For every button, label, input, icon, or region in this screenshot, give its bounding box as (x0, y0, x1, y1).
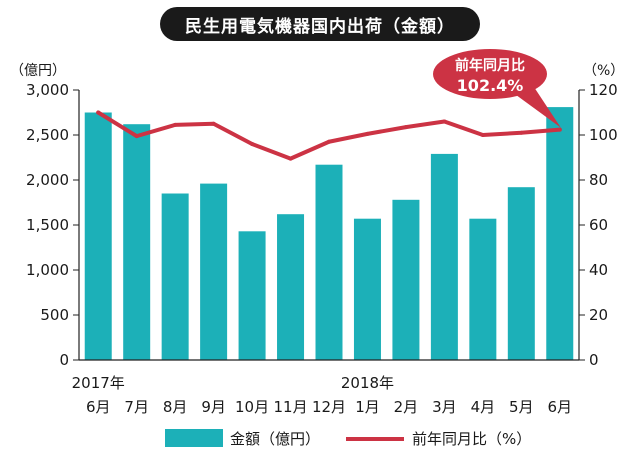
yoy-point-9 (442, 119, 447, 124)
bar-6 (315, 164, 343, 360)
bar-4 (238, 231, 266, 360)
x-tick-label-11: 5月 (509, 398, 534, 416)
bar-3 (200, 183, 228, 360)
right-tick-label-6: 120 (589, 81, 618, 99)
legend: 金額（億円） 前年同月比（%） (0, 426, 640, 450)
left-tick-label-1: 500 (40, 306, 69, 324)
right-tick-label-2: 40 (589, 261, 608, 279)
callout-label: 前年同月比 (455, 57, 525, 74)
left-tick-label-6: 3,000 (26, 81, 69, 99)
right-tick-label-4: 80 (589, 171, 608, 189)
left-axis-unit: （億円） (10, 63, 66, 79)
x-tick-label-9: 3月 (432, 398, 457, 416)
right-axis-unit: （%） (583, 63, 625, 79)
callout-bubble (433, 49, 547, 99)
x-tick-label-1: 7月 (124, 398, 149, 416)
legend-swatch-amount (165, 429, 223, 447)
left-tick-label-3: 1,500 (26, 216, 69, 234)
right-tick-label-5: 100 (589, 126, 618, 144)
x-tick-label-7: 1月 (355, 398, 380, 416)
chart-title: 民生用電気機器国内出荷（金額） (160, 7, 480, 41)
legend-label-amount: 金額（億円） (230, 430, 321, 448)
callout-value: 102.4% (457, 76, 524, 95)
bar-12 (546, 107, 574, 360)
left-tick-label-5: 2,500 (26, 126, 69, 144)
legend-swatch-yoy (346, 437, 404, 441)
right-tick-label-3: 60 (589, 216, 608, 234)
x-tick-label-5: 11月 (273, 398, 307, 416)
x-tick-label-8: 2月 (394, 398, 419, 416)
bar-5 (277, 214, 305, 360)
yoy-point-1 (134, 134, 139, 139)
legend-label-yoy: 前年同月比（%） (412, 430, 532, 448)
yoy-point-0 (96, 110, 101, 115)
bar-10 (469, 218, 497, 360)
x-tick-label-6: 12月 (312, 398, 346, 416)
yoy-point-12 (557, 127, 562, 132)
yoy-point-7 (365, 131, 370, 136)
x-tick-label-10: 4月 (471, 398, 496, 416)
bar-1 (123, 124, 151, 360)
left-tick-label-0: 0 (59, 351, 69, 369)
callout-pointer (512, 84, 561, 128)
x-tick-label-0: 6月 (86, 398, 111, 416)
bar-0 (84, 112, 112, 360)
left-tick-label-2: 1,000 (26, 261, 69, 279)
yoy-point-8 (403, 125, 408, 130)
yoy-point-6 (327, 139, 331, 144)
left-tick-label-4: 2,000 (26, 171, 69, 189)
year-label-1: 2018年 (341, 374, 394, 392)
yoy-point-5 (288, 156, 293, 161)
x-tick-label-2: 8月 (163, 398, 188, 416)
year-label-0: 2017年 (72, 374, 125, 392)
yoy-point-10 (480, 133, 485, 137)
bar-8 (392, 199, 420, 360)
yoy-point-3 (211, 121, 216, 126)
bar-9 (430, 153, 458, 360)
right-tick-label-1: 20 (589, 306, 608, 324)
yoy-point-11 (519, 130, 524, 135)
bar-2 (161, 193, 189, 360)
bar-7 (353, 218, 381, 360)
x-tick-label-12: 6月 (547, 398, 572, 416)
yoy-line (96, 110, 562, 161)
yoy-point-2 (173, 122, 178, 127)
right-tick-label-0: 0 (589, 351, 599, 369)
bar-11 (507, 187, 535, 360)
x-tick-label-3: 9月 (201, 398, 226, 416)
yoy-point-4 (250, 142, 255, 146)
x-tick-label-4: 10月 (235, 398, 269, 416)
